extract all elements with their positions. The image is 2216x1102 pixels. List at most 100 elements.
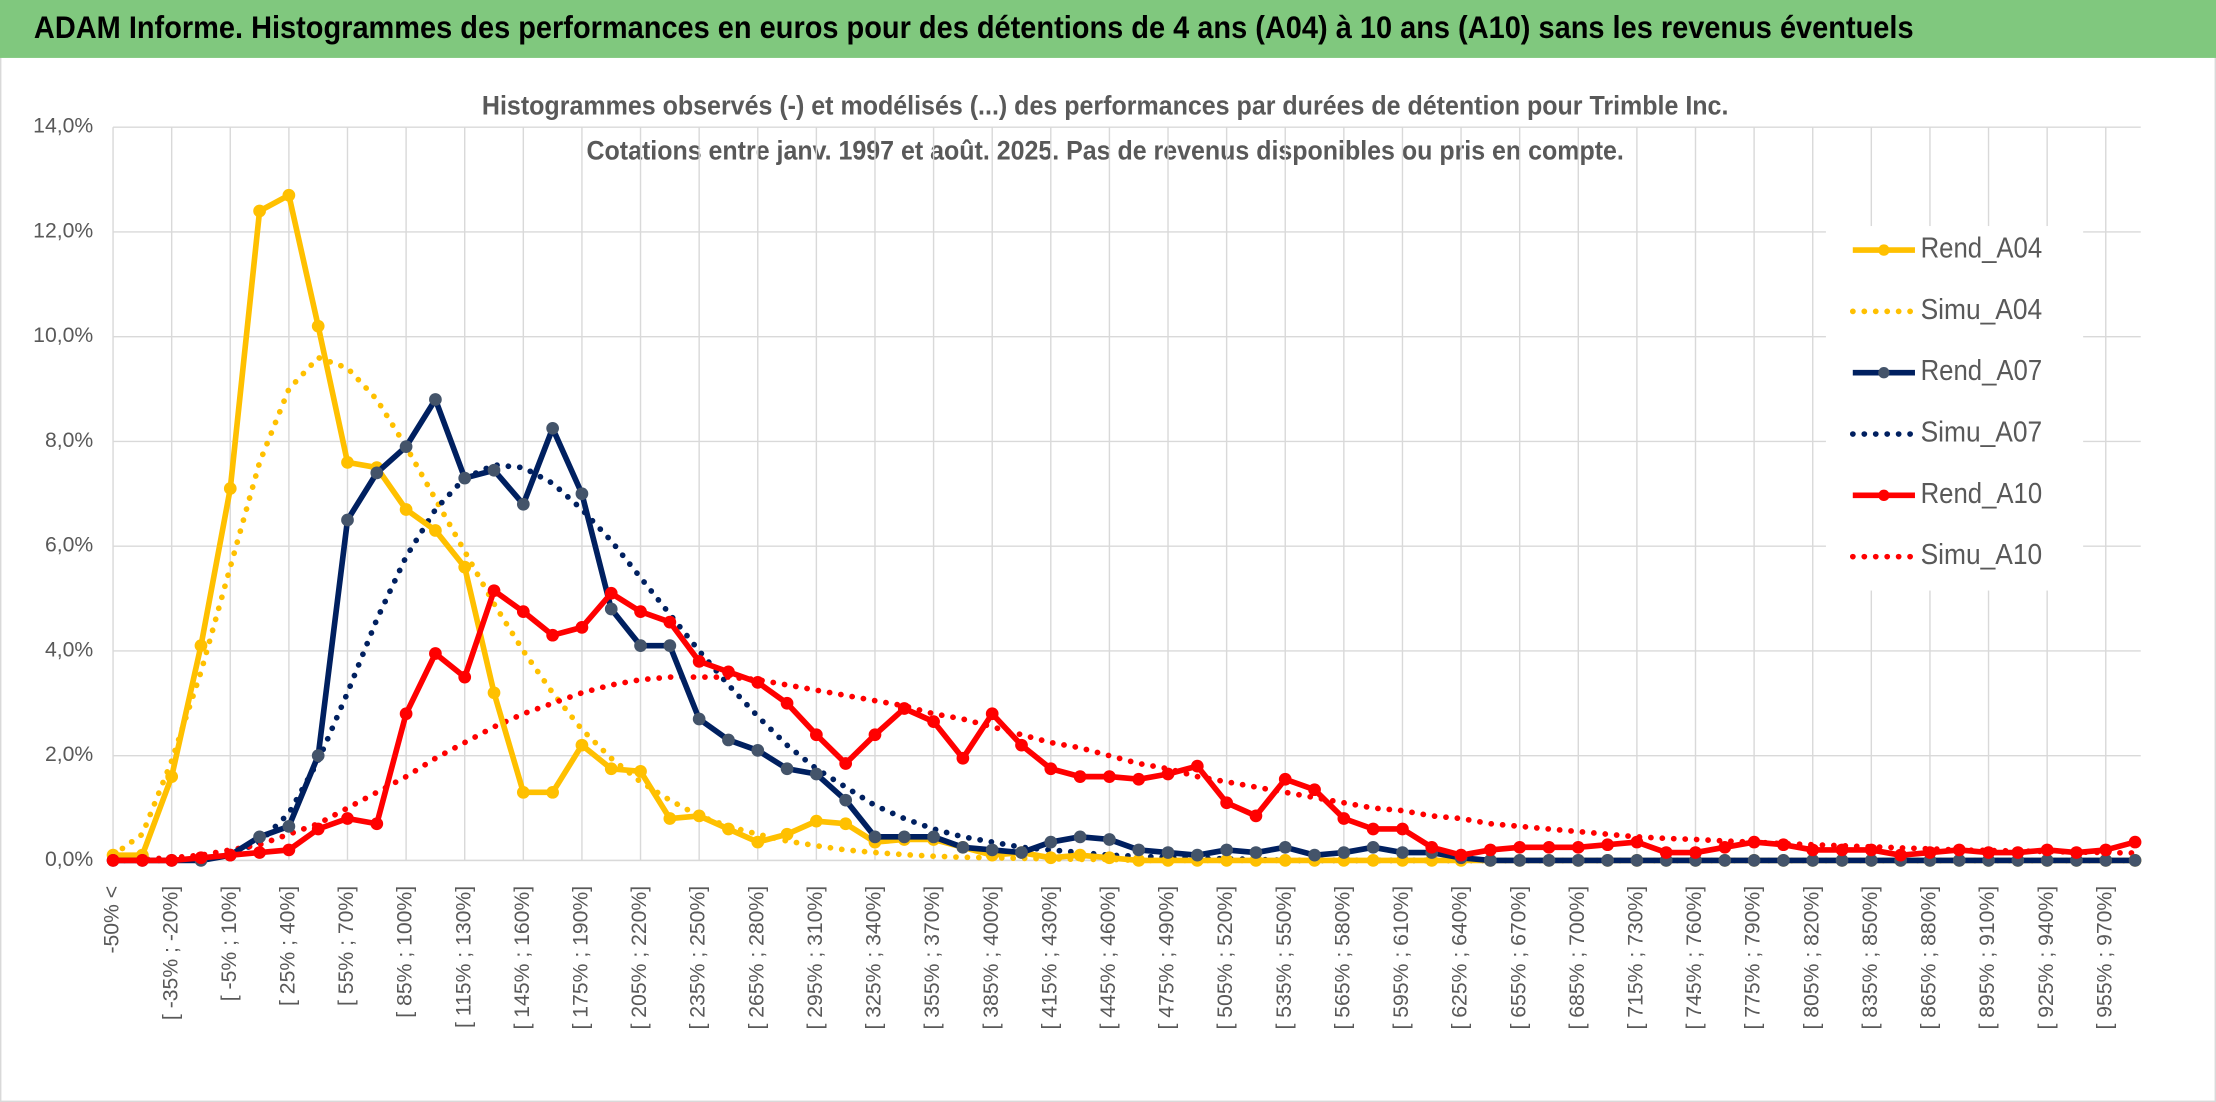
data-point [1220,796,1233,810]
data-point [2070,846,2083,859]
x-tick-label: [ 805% ; 820%] [1800,886,1823,1030]
data-point [341,812,354,825]
data-point [546,785,559,799]
data-point [1073,770,1087,783]
x-tick-label: [ 415% ; 430%] [1038,886,1061,1030]
chart-title: Histogrammes observés (-) et modélisés (… [482,90,1729,120]
data-point [1278,840,1292,854]
data-point [1777,838,1790,852]
x-tick-label: [ -35% ; -20%] [159,886,182,1020]
chart-subtitle: Cotations entre janv. 1997 et août. 2025… [587,136,1624,166]
data-point [370,466,384,480]
data-point [839,793,853,807]
data-point [1630,854,1644,867]
x-tick-label: [ 175% ; 190%] [570,886,593,1030]
series-line [113,396,2136,864]
data-point [458,471,472,485]
data-point [1982,846,1995,859]
x-tick-label: [ 475% ; 490%] [1156,886,1179,1030]
x-tick-label: [ 625% ; 640%] [1449,886,1472,1030]
x-tick-label: [ 115% ; 130%] [452,886,475,1028]
x-tick-label: [ 85% ; 100%] [394,886,417,1018]
data-point [1835,843,1849,857]
data-point [1806,854,1820,867]
series-line [110,674,2138,864]
data-point [1103,770,1116,783]
data-point [692,809,706,823]
x-tick-label: -50% < [101,886,124,954]
data-point [311,822,325,836]
data-point [839,757,853,770]
data-point [1308,848,1321,862]
data-point [1659,846,1673,859]
data-point [692,655,706,668]
x-tick-label: [ 955% ; 970%] [2093,886,2116,1030]
data-point [399,707,413,721]
x-tick-label: [ 595% ; 610%] [1390,886,1413,1030]
data-point [487,584,501,598]
data-point [868,728,882,742]
data-point [1952,843,1966,857]
data-point [751,835,765,849]
x-tick-label: [ 775% ; 790%] [1742,886,1765,1030]
data-point [1015,846,1028,859]
data-point [604,602,618,616]
data-point [223,848,237,862]
header-bar [0,0,2216,58]
data-point [1952,854,1966,867]
x-tick-label: [ 145% ; 160%] [511,886,534,1030]
data-point [194,851,208,865]
data-point [1249,809,1263,823]
data-point [897,702,911,715]
data-point [1015,738,1028,752]
data-point [2128,835,2142,849]
data-point [1542,854,1556,867]
data-point [692,712,706,726]
x-tick-label: [ -5% ; 10%] [218,886,241,1001]
data-point [1513,840,1527,854]
data-point [722,665,735,679]
data-point [1396,822,1409,836]
y-tick-label: 10,0% [33,324,93,347]
legend-marker [1878,244,1890,256]
data-point [1542,840,1556,854]
data-point [604,586,618,600]
x-tick-label: [ 25% ; 40%] [276,886,299,1006]
y-tick-label: 14,0% [33,115,93,138]
x-tick-label: [ 655% ; 670%] [1507,886,1530,1030]
data-point [546,421,559,435]
data-point [253,204,266,218]
data-point [1249,846,1263,859]
legend-label: Rend_A10 [1921,477,2043,509]
data-point [1747,835,1761,849]
data-point [1835,854,1849,867]
data-point [370,817,384,831]
data-point [1278,772,1292,786]
y-tick-label: 0,0% [45,848,93,871]
data-point [341,455,354,469]
data-point [722,822,735,836]
data-point [106,854,120,867]
data-point [839,817,853,831]
data-point [1190,848,1204,862]
data-point [1601,854,1614,867]
data-point [1396,846,1409,859]
data-point [751,744,765,757]
series-line [113,587,2136,864]
data-point [282,843,296,857]
data-point [429,647,442,660]
data-point [1337,846,1351,859]
legend-box [1825,226,2084,591]
data-point [1864,843,1878,857]
x-tick-label: [ 445% ; 460%] [1097,886,1120,1030]
legend-label: Simu_A10 [1921,538,2043,570]
data-point [1484,843,1497,857]
data-point [1425,840,1439,854]
data-point [399,440,413,454]
data-point [1308,783,1321,797]
data-point [575,487,589,501]
x-tick-label: [ 835% ; 850%] [1859,886,1882,1030]
data-point [165,770,179,783]
data-point [663,639,677,653]
legend-marker [1878,489,1890,501]
